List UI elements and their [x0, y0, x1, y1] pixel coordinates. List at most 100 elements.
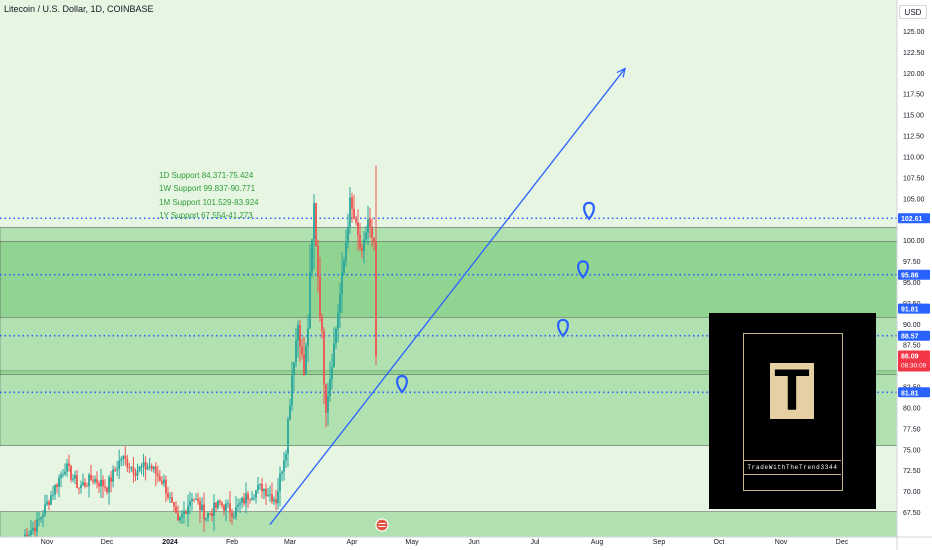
- location-pin-icon-3: [583, 201, 595, 221]
- candle-body: [361, 247, 363, 251]
- candle-body: [58, 477, 60, 488]
- candle-body: [243, 497, 245, 504]
- logo-letter: T: [770, 362, 814, 420]
- candle-body: [201, 504, 203, 511]
- candle-body: [167, 493, 169, 498]
- candle-body: [42, 514, 44, 518]
- candle-body: [52, 494, 54, 496]
- candle-body: [54, 484, 56, 495]
- candle-body: [130, 467, 133, 469]
- candle-body: [321, 317, 323, 331]
- candle-body: [281, 471, 283, 474]
- candle-body: [349, 197, 351, 228]
- y-tick-label: 97.50: [903, 259, 921, 266]
- price-level-badge: [898, 269, 930, 280]
- candle-body: [297, 324, 299, 341]
- candle-body: [60, 474, 62, 478]
- candle-body: [357, 222, 359, 236]
- candle-body: [84, 482, 86, 487]
- y-tick-label: 125.00: [903, 29, 925, 36]
- x-tick-label: Dec: [101, 539, 114, 546]
- candle-body: [80, 485, 82, 488]
- support-label-1y: 1Y Support 67.554-41.273: [159, 211, 253, 220]
- candle-body: [329, 379, 331, 397]
- candle-body: [255, 490, 257, 498]
- x-tick-label: May: [405, 539, 419, 546]
- candle-body: [165, 479, 167, 494]
- candle-body: [365, 232, 367, 240]
- candle-body: [293, 362, 295, 376]
- candle-body: [114, 469, 117, 471]
- candle-body: [189, 501, 191, 506]
- y-tick-label: 120.00: [903, 71, 925, 78]
- candle-body: [44, 504, 46, 515]
- candle-body: [375, 241, 377, 357]
- candle-body: [94, 479, 96, 482]
- candle-body: [249, 499, 251, 501]
- location-pin-icon-1: [557, 318, 569, 338]
- candle-body: [187, 505, 189, 514]
- candle-body: [199, 501, 201, 511]
- y-tick-label: 122.50: [903, 50, 925, 57]
- y-tick-label: 100.00: [903, 238, 925, 245]
- candle-body: [191, 498, 193, 502]
- candle-body: [122, 456, 125, 459]
- y-tick-label: 107.50: [903, 175, 925, 182]
- candle-body: [207, 513, 209, 518]
- y-tick-label: 105.00: [903, 196, 925, 203]
- candle-body: [351, 197, 353, 209]
- logo-box: T TradeWithTheTrend3344: [709, 313, 876, 509]
- candle-body: [62, 474, 64, 476]
- candle-body: [146, 467, 149, 470]
- candle-body: [150, 466, 153, 470]
- candle-body: [271, 494, 273, 502]
- candle-body: [36, 519, 38, 532]
- last-price-countdown: 08:30:09: [901, 362, 927, 369]
- support-zone-0: [0, 511, 898, 538]
- candle-body: [132, 467, 135, 474]
- y-tick-label: 112.50: [903, 134, 924, 141]
- candle-body: [203, 504, 205, 520]
- candle-body: [359, 235, 361, 248]
- candle-body: [285, 453, 287, 461]
- candle-body: [283, 460, 285, 472]
- candle-body: [253, 497, 255, 499]
- candle-body: [303, 354, 305, 375]
- candle-body: [291, 375, 293, 406]
- candle-body: [267, 495, 269, 497]
- x-tick-label: Mar: [284, 539, 297, 546]
- candle-body: [217, 500, 219, 508]
- logo-caption: TradeWithTheTrend3344: [747, 464, 838, 471]
- candle-body: [305, 345, 307, 375]
- candle-body: [341, 272, 343, 294]
- candle-body: [275, 499, 277, 504]
- currency-selector[interactable]: USD: [899, 5, 927, 19]
- candle-body: [183, 511, 185, 515]
- candle-body: [112, 469, 114, 482]
- x-tick-label: Aug: [591, 539, 604, 546]
- candle-body: [171, 497, 173, 503]
- logo-divider-top: [744, 460, 841, 461]
- candle-body: [140, 466, 143, 468]
- candle-body: [66, 463, 68, 472]
- trendline: [269, 68, 626, 525]
- candle-body: [209, 513, 211, 515]
- candle-body: [70, 466, 72, 480]
- y-tick-label: 70.00: [903, 489, 921, 496]
- candle-body: [225, 503, 227, 511]
- candle-body: [299, 324, 301, 347]
- price-level-badge-text: 102.61: [901, 216, 923, 223]
- candle-body: [138, 466, 141, 471]
- candle-body: [353, 208, 355, 220]
- candle-body: [355, 219, 357, 223]
- support-zone-3: [0, 241, 898, 318]
- x-tick-label: Sep: [653, 539, 666, 546]
- y-tick-label: 87.50: [903, 343, 921, 350]
- x-tick-label: Jul: [531, 539, 540, 546]
- time-axis-panel: [0, 537, 932, 550]
- candle-body: [215, 502, 217, 508]
- candle-body: [289, 405, 291, 420]
- candle-body: [136, 470, 139, 476]
